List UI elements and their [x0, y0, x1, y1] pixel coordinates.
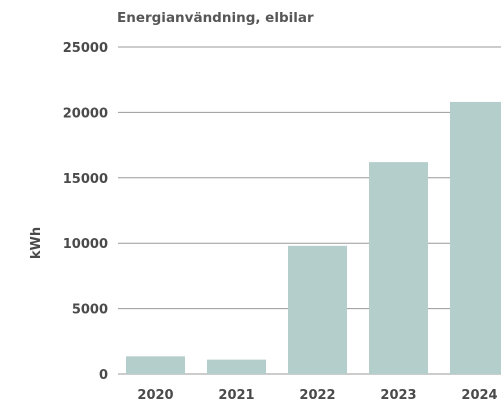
gridlines [118, 46, 501, 375]
x-tick-label: 2021 [218, 388, 254, 403]
bar-2024 [450, 101, 501, 374]
y-tick-label: 15000 [63, 172, 108, 187]
bars [126, 101, 501, 374]
y-axis-label: kWh [29, 227, 44, 259]
bar-2022 [288, 245, 347, 374]
bar-2023 [369, 162, 428, 374]
x-tick-label: 2024 [461, 388, 497, 403]
y-tick-label: 0 [99, 368, 108, 383]
x-tick-label: 2022 [299, 388, 335, 403]
y-axis-ticks: 0 5000 10000 15000 20000 25000 [63, 41, 108, 383]
y-tick-label: 20000 [63, 106, 108, 121]
x-tick-label: 2020 [137, 388, 173, 403]
bar-2020 [126, 356, 185, 374]
y-tick-label: 25000 [63, 41, 108, 56]
x-tick-label: 2023 [380, 388, 416, 403]
x-axis-ticks: 2020 2021 2022 2023 2024 [137, 388, 497, 403]
y-tick-label: 5000 [72, 303, 108, 318]
bar-2021 [207, 359, 266, 374]
y-tick-label: 10000 [63, 237, 108, 252]
chart-title: Energianvändning, elbilar [117, 10, 314, 26]
